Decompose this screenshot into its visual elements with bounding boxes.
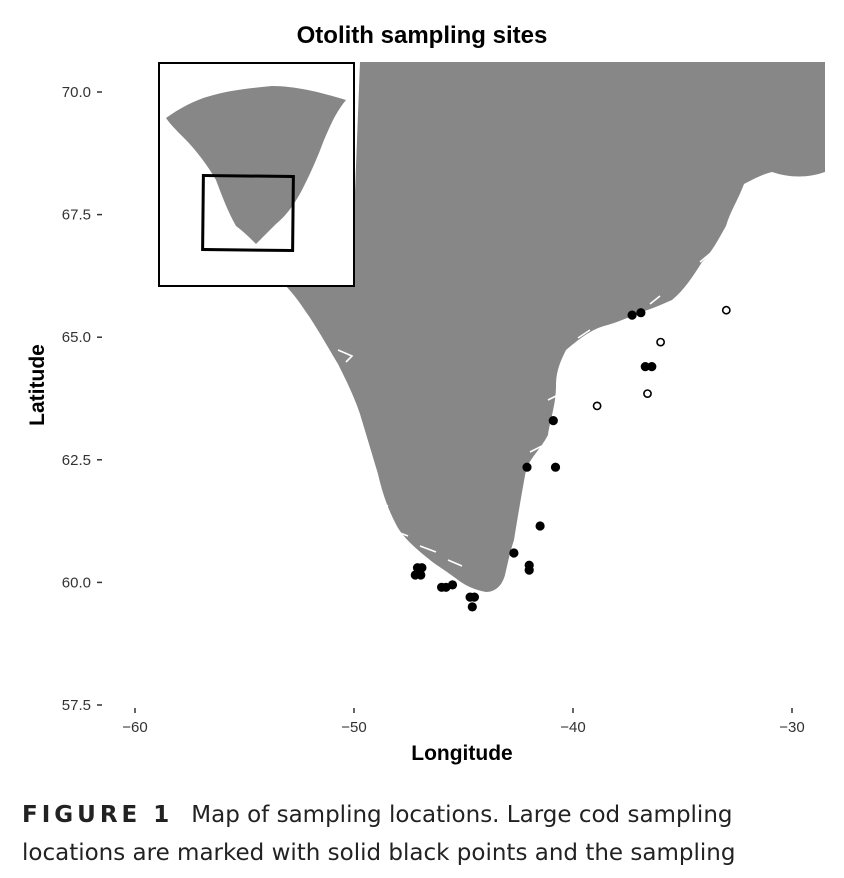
sampling-point-filled	[522, 462, 532, 472]
inset-map	[158, 62, 355, 287]
inset-region-box	[201, 174, 295, 252]
x-tick-label: −40	[560, 719, 585, 736]
x-axis: −60 −50 −40 −30	[122, 708, 805, 736]
sampling-point-filled	[467, 602, 477, 612]
y-tick-label: 67.5	[62, 207, 91, 224]
y-tick-label: 57.5	[62, 697, 91, 714]
sampling-point-filled	[548, 416, 558, 426]
y-tick-label: 62.5	[62, 452, 91, 469]
sampling-point-filled	[647, 362, 657, 372]
inset-greenland	[166, 86, 346, 244]
sampling-point-filled	[416, 570, 426, 580]
sampling-point-filled	[417, 563, 427, 573]
greenland-land	[282, 62, 825, 592]
sampling-point-filled	[535, 521, 545, 531]
x-tick-label: −30	[779, 719, 804, 736]
sampling-point-filled	[469, 592, 479, 602]
sampling-point-filled	[447, 580, 458, 590]
caption-label: FIGURE 1	[22, 802, 174, 828]
sampling-point-hollow	[643, 389, 652, 398]
figure-caption: FIGURE 1 Map of sampling locations. Large…	[22, 796, 832, 872]
map-plot: 57.5 60.0 62.5 65.0 67.5 70.0 −60 −50 −40 −30 Lo…	[26, 62, 825, 765]
sampling-point-filled	[627, 310, 637, 320]
y-axis: 57.5 60.0 62.5 65.0 67.5 70.0	[62, 84, 102, 714]
y-tick-label: 65.0	[62, 329, 91, 346]
caption-line-1: Map of sampling locations. Large cod sam…	[191, 802, 733, 828]
y-axis-title: Latitude	[26, 344, 49, 426]
sampling-point-hollow	[592, 401, 602, 411]
fjord-lines	[314, 181, 756, 567]
sampling-point-filled	[550, 462, 561, 472]
sampling-point-filled	[636, 308, 646, 318]
sampling-points	[410, 305, 731, 612]
sampling-point-filled	[524, 565, 534, 575]
sampling-point-hollow	[656, 337, 665, 347]
x-tick-label: −50	[341, 719, 366, 736]
x-axis-title: Longitude	[411, 742, 512, 765]
x-tick-label: −60	[122, 719, 147, 736]
sampling-point-filled	[640, 362, 650, 372]
chart-title: Otolith sampling sites	[296, 22, 548, 49]
y-tick-label: 60.0	[62, 574, 91, 591]
sampling-point-filled	[509, 548, 519, 558]
sampling-point-hollow	[721, 305, 731, 315]
y-tick-label: 70.0	[62, 84, 91, 101]
caption-line-2: locations are marked with solid black po…	[22, 840, 736, 866]
